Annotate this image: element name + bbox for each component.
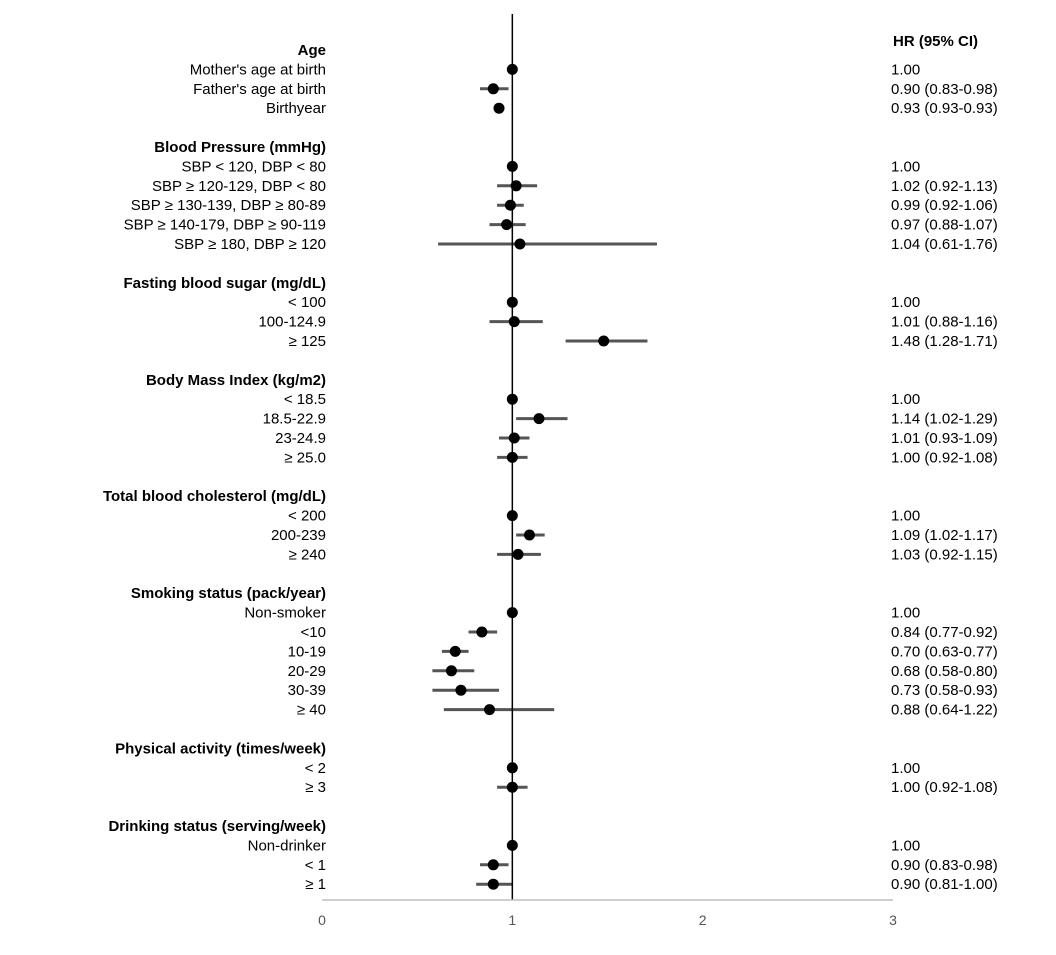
row-label: ≥ 240: [289, 546, 326, 563]
group-title: Physical activity (times/week): [115, 740, 326, 757]
hr-value: 1.01 (0.88-1.16): [891, 314, 998, 331]
group-title: Smoking status (pack/year): [131, 585, 326, 602]
hr-value: 0.90 (0.81-1.00): [891, 876, 998, 893]
row-label: SBP < 120, DBP < 80: [181, 158, 326, 175]
hr-value: 0.70 (0.63-0.77): [891, 643, 998, 660]
hr-value: 0.68 (0.58-0.80): [891, 663, 998, 680]
group-title: Total blood cholesterol (mg/dL): [103, 488, 326, 505]
hr-value: 0.99 (0.92-1.06): [891, 197, 998, 214]
hr-point: [514, 238, 526, 250]
hr-point: [533, 413, 545, 425]
row-label: SBP ≥ 180, DBP ≥ 120: [174, 236, 326, 253]
hr-value: 1.04 (0.61-1.76): [891, 236, 998, 253]
hr-point: [598, 335, 610, 347]
hr-value: 0.73 (0.58-0.93): [891, 682, 998, 699]
row-label: <10: [301, 624, 326, 641]
group-title: Fasting blood sugar (mg/dL): [124, 275, 327, 292]
x-tick-label: 1: [508, 912, 516, 928]
row-label: ≥ 40: [297, 702, 326, 719]
hr-point: [493, 102, 505, 114]
row-label: 10-19: [288, 643, 326, 660]
hr-column-header: HR (95% CI): [893, 33, 978, 50]
hr-value: 0.88 (0.64-1.22): [891, 702, 998, 719]
hr-value: 1.03 (0.92-1.15): [891, 546, 998, 563]
hr-value: 1.01 (0.93-1.09): [891, 430, 998, 447]
row-label: 18.5-22.9: [263, 411, 326, 428]
hr-value: 1.14 (1.02-1.29): [891, 411, 998, 428]
hr-value: 0.93 (0.93-0.93): [891, 100, 998, 117]
hr-value: 1.02 (0.92-1.13): [891, 178, 998, 195]
group-title: Blood Pressure (mmHg): [154, 139, 326, 156]
hr-point: [504, 199, 516, 211]
row-label: < 200: [288, 508, 326, 525]
hr-point: [445, 665, 457, 677]
hr-point: [455, 684, 467, 696]
hr-point: [523, 529, 535, 541]
x-tick-label: 3: [889, 912, 897, 928]
hr-value: 1.00: [891, 760, 920, 777]
row-label: SBP ≥ 120-129, DBP < 80: [152, 178, 326, 195]
hr-point: [487, 878, 499, 890]
row-label: 200-239: [271, 527, 326, 544]
hr-point: [508, 316, 520, 328]
row-label: Birthyear: [266, 100, 326, 117]
hr-value: 1.00: [891, 837, 920, 854]
hr-point: [483, 704, 495, 716]
row-label: < 100: [288, 294, 326, 311]
hr-value: 0.97 (0.88-1.07): [891, 217, 998, 234]
hr-value: 1.00: [891, 294, 920, 311]
hr-point: [501, 219, 513, 231]
row-label: 30-39: [288, 682, 326, 699]
hr-value: 0.84 (0.77-0.92): [891, 624, 998, 641]
group-title: Body Mass Index (kg/m2): [146, 372, 326, 389]
row-label: ≥ 3: [305, 779, 326, 796]
hr-point: [487, 859, 499, 871]
group-title: Drinking status (serving/week): [108, 818, 326, 835]
hr-value: 1.00: [891, 605, 920, 622]
hr-value: 0.90 (0.83-0.98): [891, 857, 998, 874]
row-label: SBP ≥ 130-139, DBP ≥ 80-89: [131, 197, 326, 214]
group-title: Age: [298, 42, 326, 59]
row-label: SBP ≥ 140-179, DBP ≥ 90-119: [124, 217, 326, 234]
hr-point: [449, 645, 461, 657]
hr-value: 1.00 (0.92-1.08): [891, 449, 998, 466]
hr-value: 1.48 (1.28-1.71): [891, 333, 998, 350]
hr-value: 1.00: [891, 158, 920, 175]
hr-value: 0.90 (0.83-0.98): [891, 81, 998, 98]
row-label: ≥ 25.0: [284, 449, 326, 466]
hr-value: 1.00 (0.92-1.08): [891, 779, 998, 796]
hr-point: [510, 180, 522, 192]
row-label: < 18.5: [284, 391, 326, 408]
hr-point: [508, 432, 520, 444]
row-label: 20-29: [288, 663, 326, 680]
row-label: ≥ 1: [305, 876, 326, 893]
hr-point: [512, 548, 524, 560]
hr-value: 1.00: [891, 391, 920, 408]
row-label: Father's age at birth: [193, 81, 326, 98]
row-label: Mother's age at birth: [190, 61, 326, 78]
row-label: Non-smoker: [244, 605, 326, 622]
row-label: < 2: [305, 760, 326, 777]
hr-point: [487, 83, 499, 95]
row-label: 23-24.9: [275, 430, 326, 447]
x-axis-ticks: 0 1 2 3: [318, 912, 897, 928]
x-tick-label: 2: [699, 912, 707, 928]
row-label: ≥ 125: [289, 333, 326, 350]
row-label: 100-124.9: [258, 314, 326, 331]
row-label: < 1: [305, 857, 326, 874]
hr-value: 1.00: [891, 61, 920, 78]
row-label: Non-drinker: [248, 837, 326, 854]
hr-value: 1.00: [891, 508, 920, 525]
hr-value: 1.09 (1.02-1.17): [891, 527, 998, 544]
forest-rows: Age Mother's age at birth 1.00 Father's age…: [103, 42, 998, 893]
hr-point: [476, 626, 488, 638]
x-tick-label: 0: [318, 912, 326, 928]
